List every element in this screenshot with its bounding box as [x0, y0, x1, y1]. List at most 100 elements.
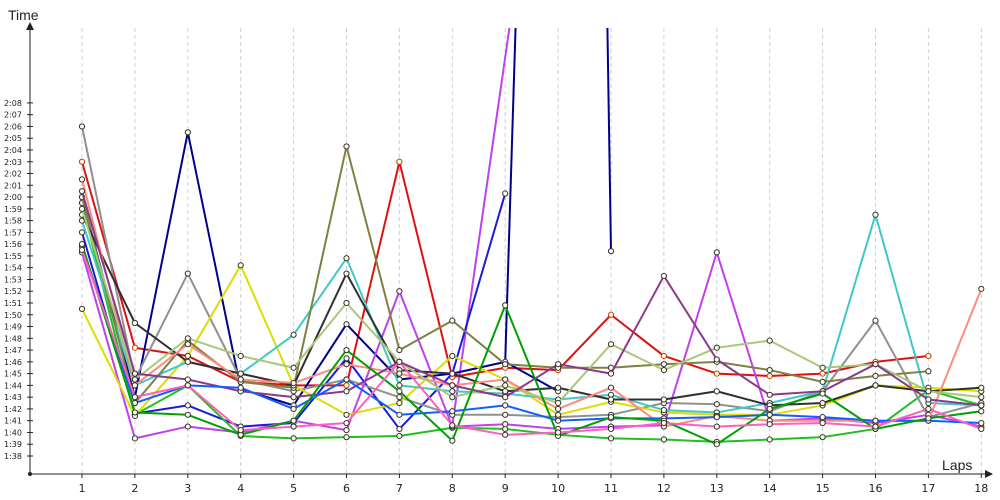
data-point	[925, 415, 932, 422]
y-tick-label: 1:45	[4, 370, 22, 379]
data-point	[343, 434, 350, 441]
data-point	[502, 402, 509, 409]
x-tick-label: 11	[604, 482, 618, 495]
data-point	[184, 411, 191, 418]
x-tick-label: 2	[131, 482, 138, 495]
data-point	[184, 341, 191, 348]
data-point	[925, 368, 932, 375]
data-point	[78, 246, 86, 254]
x-tick-label: 12	[657, 482, 671, 495]
data-point	[607, 396, 615, 403]
data-point	[766, 421, 773, 428]
data-point	[872, 317, 879, 324]
data-point	[978, 408, 985, 415]
data-point	[343, 419, 350, 427]
y-tick-label: 2:08	[4, 99, 22, 108]
data-point	[396, 288, 403, 295]
data-point	[713, 249, 720, 256]
data-point	[607, 435, 615, 442]
data-point	[819, 399, 826, 407]
axes	[26, 22, 993, 478]
x-tick-label: 9	[502, 482, 509, 495]
data-point	[78, 229, 86, 236]
data-point	[660, 436, 668, 443]
data-point	[290, 331, 297, 338]
data-point	[607, 248, 615, 255]
data-point	[290, 394, 297, 401]
data-point	[131, 435, 138, 442]
y-tick-label: 2:06	[4, 122, 22, 131]
grid-lines	[81, 28, 982, 474]
data-point	[872, 382, 879, 389]
data-point	[343, 388, 350, 395]
y-tick-label: 2:00	[4, 193, 22, 202]
y-tick-label: 2:05	[4, 134, 22, 143]
data-point	[660, 366, 668, 374]
data-point	[343, 376, 350, 383]
y-tick-labels: 1:38 1:39 1:40 1:41 1:42 1:43 1:44 1:45 1:46 1:47…	[4, 99, 33, 461]
y-tick-label: 1:54	[4, 264, 22, 273]
data-point	[131, 370, 138, 377]
y-tick-label: 1:55	[4, 252, 22, 261]
series-15	[78, 241, 985, 448]
data-point	[184, 402, 191, 409]
data-point	[660, 272, 668, 280]
data-point	[237, 376, 244, 383]
y-tick-label: 1:44	[4, 381, 22, 390]
data-point	[290, 379, 297, 387]
x-tick-label: 15	[816, 482, 830, 495]
data-point	[449, 394, 456, 401]
data-point	[555, 399, 562, 407]
data-point	[555, 405, 562, 413]
data-point	[184, 129, 191, 136]
y-tick-label: 1:40	[4, 428, 22, 437]
x-tick-labels: 1 2 3 4 5 6 7 8 9 10 11 12 13 14 15 16 17 18	[79, 474, 988, 495]
data-point	[502, 394, 509, 401]
data-point	[502, 361, 509, 368]
y-tick-label: 1:58	[4, 217, 22, 226]
data-point	[237, 352, 244, 360]
series-line	[81, 126, 982, 419]
data-point	[766, 405, 773, 413]
data-point	[713, 401, 720, 408]
data-point	[184, 352, 191, 360]
data-point	[555, 429, 562, 436]
data-point	[396, 370, 403, 377]
x-tick-label: 14	[763, 482, 777, 495]
data-point	[660, 406, 668, 414]
data-point	[131, 409, 138, 416]
data-point	[502, 382, 509, 389]
x-tick-label: 13	[710, 482, 724, 495]
data-point	[872, 423, 879, 430]
data-point	[713, 441, 720, 448]
data-point	[766, 436, 773, 443]
y-tick-label: 1:53	[4, 275, 22, 284]
y-tick-label: 1:56	[4, 240, 22, 249]
data-point	[184, 335, 191, 342]
series-16	[78, 246, 985, 438]
y-tick-label: 2:01	[4, 181, 22, 190]
y-tick-label: 1:41	[4, 417, 22, 426]
data-point	[343, 255, 350, 262]
data-point	[713, 414, 720, 421]
series-line	[81, 213, 982, 414]
data-point	[766, 391, 773, 398]
data-point	[396, 425, 403, 433]
y-tick-label: 1:46	[4, 358, 22, 367]
data-point	[78, 123, 86, 130]
x-tick-label: 17	[921, 482, 935, 495]
data-point	[819, 364, 826, 371]
series-line	[81, 202, 982, 443]
data-point	[343, 355, 350, 362]
y-tick-label: 1:48	[4, 334, 22, 343]
data-point	[343, 411, 350, 418]
data-point	[607, 414, 615, 421]
series-line-offchart	[606, 28, 612, 252]
data-point	[502, 190, 509, 197]
data-point	[502, 431, 509, 438]
series-13	[78, 188, 985, 409]
data-point	[819, 419, 826, 427]
data-point	[396, 158, 403, 165]
data-point	[237, 262, 244, 269]
